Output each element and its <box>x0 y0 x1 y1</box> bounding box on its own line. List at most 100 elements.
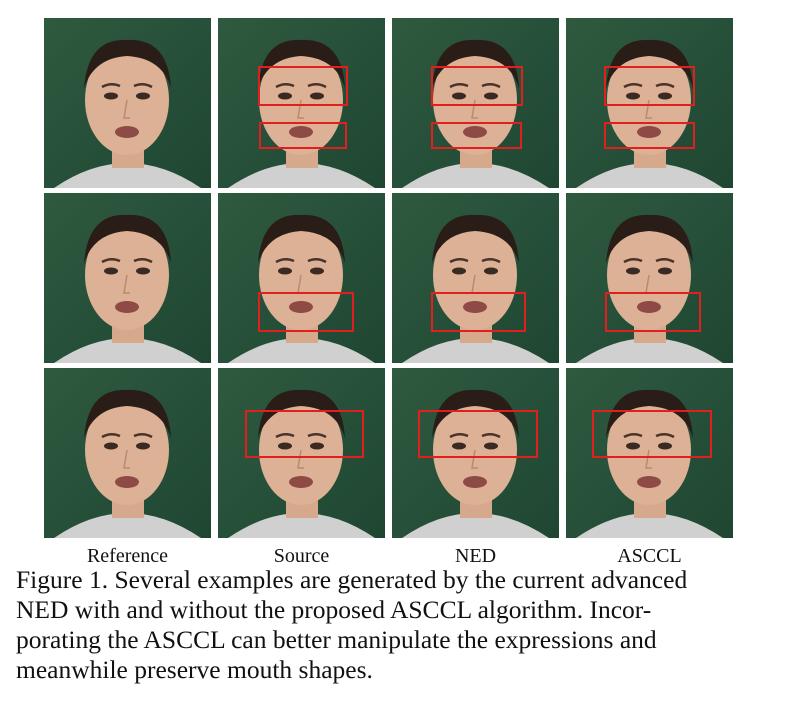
highlight-box-eyes <box>418 410 538 458</box>
face-illustration <box>402 39 549 188</box>
shirt-shape <box>54 163 201 188</box>
hair-shape <box>432 389 519 438</box>
right-eye-shape <box>136 442 150 450</box>
shirt-shape <box>576 163 723 188</box>
right-eye-shape <box>484 92 498 100</box>
right-brow-shape <box>133 433 153 439</box>
left-brow-shape <box>101 258 121 264</box>
left-brow-shape <box>623 83 643 89</box>
right-brow-shape <box>481 433 501 439</box>
shirt-shape <box>228 163 375 188</box>
face-row3-ned <box>392 368 559 538</box>
shirt-shape <box>576 513 723 538</box>
left-brow-shape <box>623 258 643 264</box>
face-row2-source <box>218 193 385 363</box>
mouth-shape <box>289 301 313 313</box>
highlight-box-mouth <box>259 122 347 149</box>
caption-line-2: NED with and without the proposed ASCCL … <box>16 595 652 624</box>
left-brow-shape <box>275 83 295 89</box>
highlight-box-eyes <box>604 66 695 106</box>
nose-shape <box>123 274 130 294</box>
right-brow-shape <box>481 258 501 264</box>
left-brow-shape <box>449 258 469 264</box>
face-illustration <box>54 39 201 188</box>
column-label-source: Source <box>273 545 330 567</box>
mouth-shape <box>463 301 487 313</box>
shirt-shape <box>54 338 201 363</box>
left-eye-shape <box>626 267 640 275</box>
face-row1-asccl <box>566 18 733 188</box>
right-brow-shape <box>307 258 327 264</box>
hair-shape <box>606 389 693 438</box>
left-eye-shape <box>104 267 118 275</box>
highlight-box-eyes <box>258 66 348 106</box>
caption-line-4: meanwhile preserve mouth shapes. <box>16 655 373 684</box>
face-illustration <box>402 214 549 363</box>
mouth-shape <box>637 126 661 138</box>
right-eye-shape <box>658 442 672 450</box>
face-illustration <box>228 389 375 538</box>
face-illustration <box>576 389 723 538</box>
hair-shape <box>84 389 171 438</box>
left-brow-shape <box>449 433 469 439</box>
highlight-box-mouth <box>431 122 522 149</box>
caption-line-3: porating the ASCCL can better manipulate… <box>16 625 657 654</box>
shirt-shape <box>402 338 549 363</box>
mouth-shape <box>115 126 139 138</box>
face-illustration <box>54 214 201 363</box>
right-eye-shape <box>136 267 150 275</box>
hair-shape <box>258 389 345 438</box>
face-row2-ned <box>392 193 559 363</box>
hair-shape <box>432 39 519 88</box>
nose-shape <box>123 449 130 469</box>
left-eye-shape <box>104 442 118 450</box>
face-row3-asccl <box>566 368 733 538</box>
caption-line-1: Figure 1. Several examples are generated… <box>16 565 688 594</box>
left-eye-shape <box>104 92 118 100</box>
mouth-shape <box>289 476 313 488</box>
left-brow-shape <box>275 433 295 439</box>
face-illustration <box>54 389 201 538</box>
left-eye-shape <box>452 442 466 450</box>
face-row2-asccl <box>566 193 733 363</box>
right-eye-shape <box>310 267 324 275</box>
face-illustration <box>402 389 549 538</box>
right-eye-shape <box>310 442 324 450</box>
left-eye-shape <box>626 442 640 450</box>
right-eye-shape <box>484 267 498 275</box>
face-row3-reference <box>44 368 211 538</box>
figure-caption: Figure 1. Several examples are generated… <box>16 565 774 685</box>
highlight-box-mouth <box>605 292 701 332</box>
highlight-box-eyes <box>592 410 712 458</box>
shirt-shape <box>54 513 201 538</box>
nose-shape <box>297 99 304 119</box>
hair-shape <box>84 39 171 88</box>
hair-shape <box>606 39 693 88</box>
column-label-ned: NED <box>454 545 497 567</box>
mouth-shape <box>463 476 487 488</box>
hair-shape <box>432 214 519 263</box>
right-eye-shape <box>658 267 672 275</box>
highlight-box-mouth <box>604 122 695 149</box>
left-brow-shape <box>101 83 121 89</box>
right-brow-shape <box>133 258 153 264</box>
mouth-shape <box>289 126 313 138</box>
mouth-shape <box>463 126 487 138</box>
mouth-shape <box>637 301 661 313</box>
highlight-box-eyes <box>245 410 364 458</box>
right-brow-shape <box>481 83 501 89</box>
left-brow-shape <box>101 433 121 439</box>
right-brow-shape <box>133 83 153 89</box>
figure-image-grid <box>44 18 738 538</box>
nose-shape <box>123 99 130 119</box>
face-row1-source <box>218 18 385 188</box>
face-illustration <box>228 39 375 188</box>
right-eye-shape <box>484 442 498 450</box>
left-eye-shape <box>452 92 466 100</box>
shirt-shape <box>228 513 375 538</box>
left-eye-shape <box>278 267 292 275</box>
caption-label: Figure 1. <box>16 565 109 594</box>
hair-shape <box>606 214 693 263</box>
right-eye-shape <box>136 92 150 100</box>
left-brow-shape <box>449 83 469 89</box>
